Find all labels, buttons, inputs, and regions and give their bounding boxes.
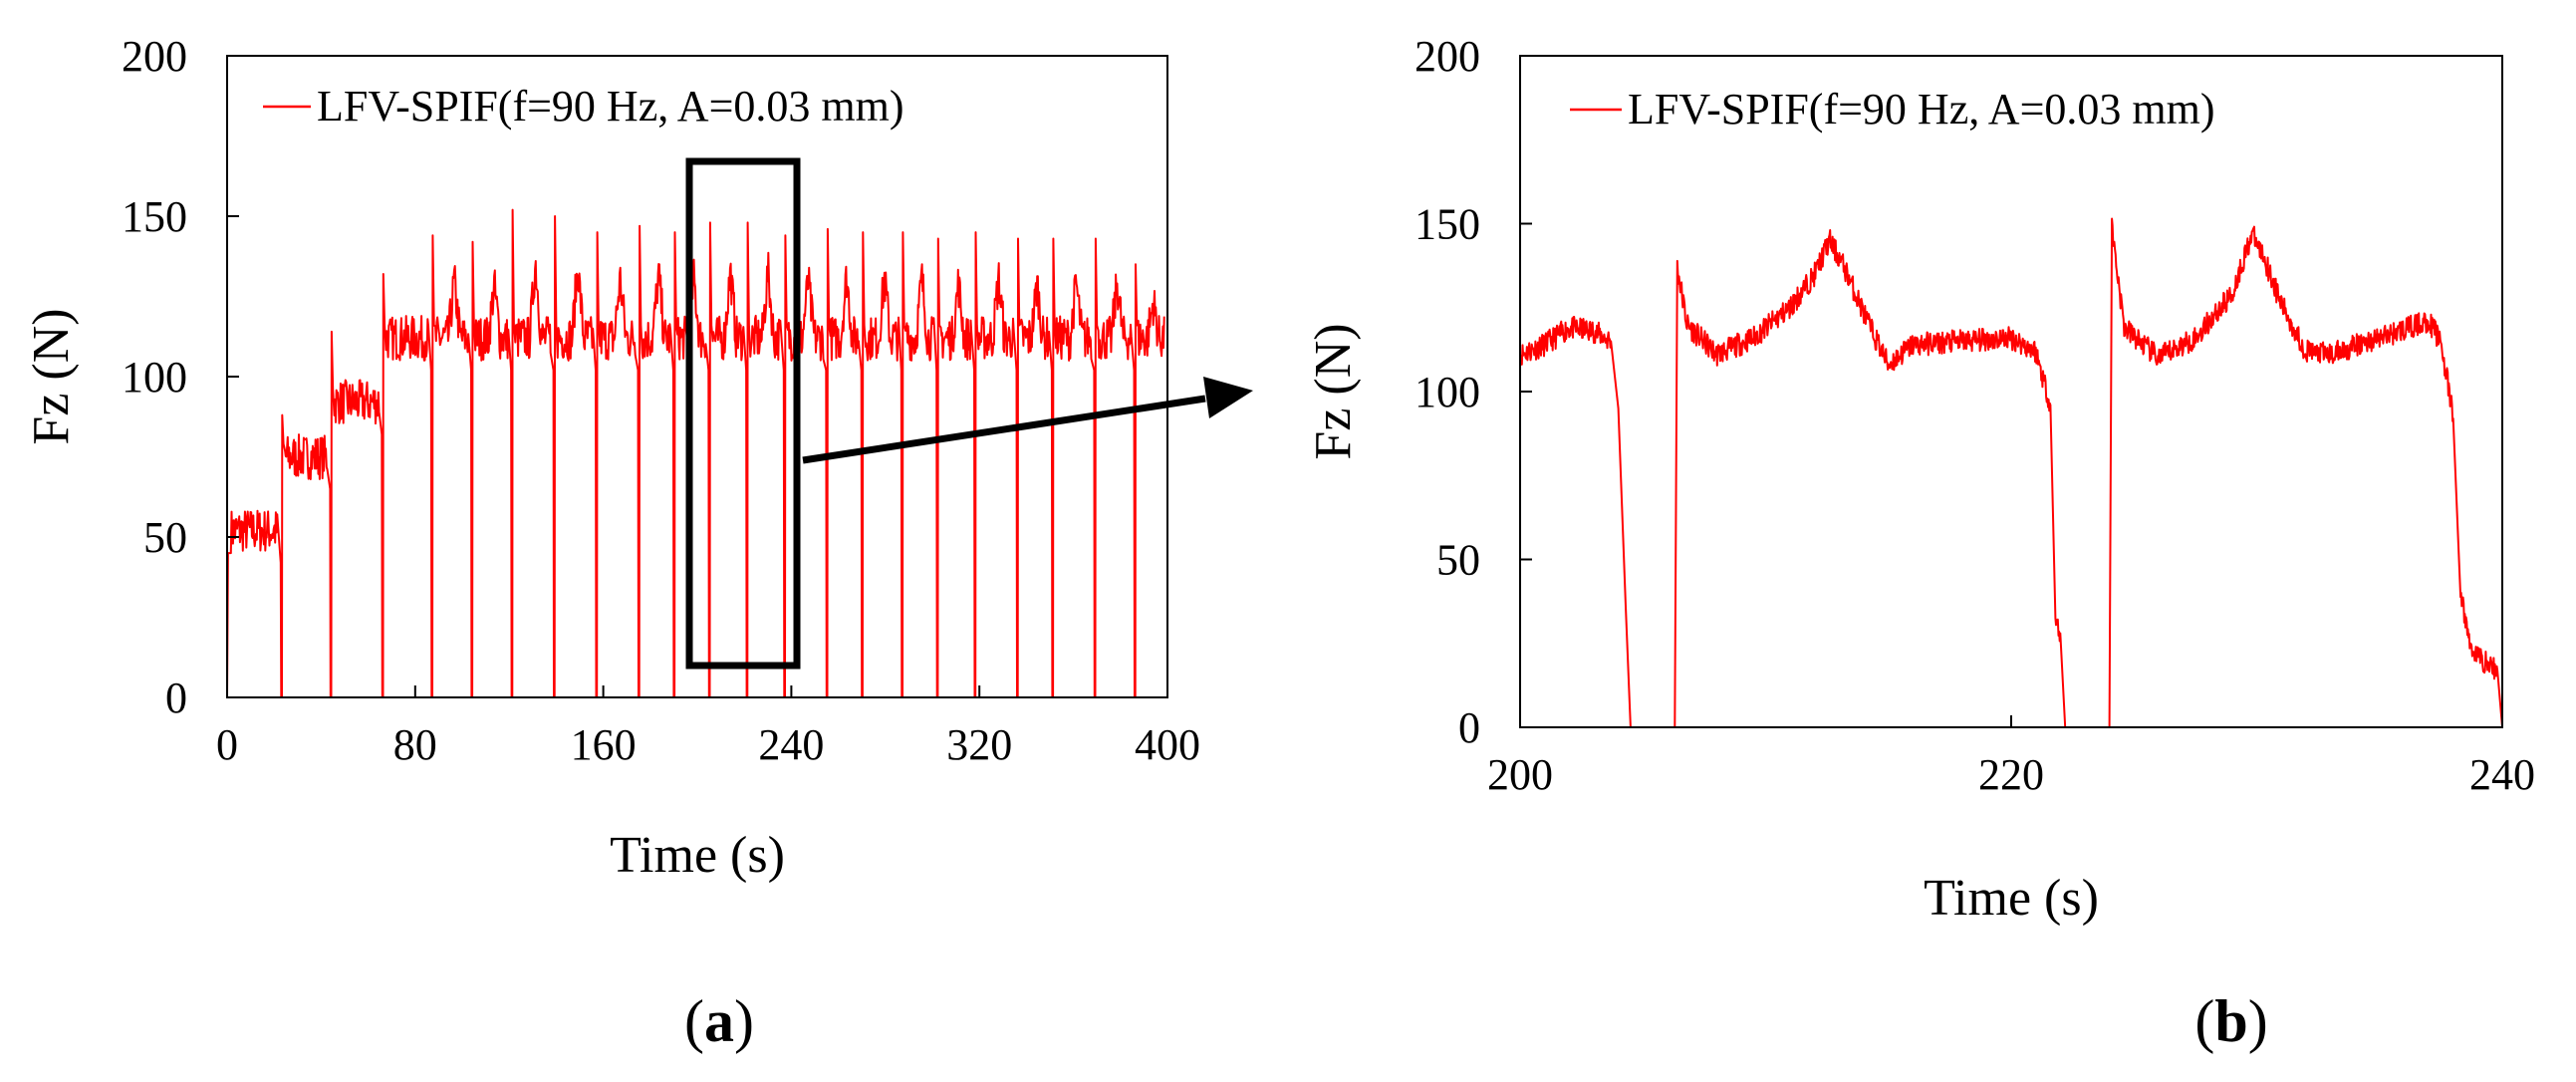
chart-a-xlabel: Time (s) (610, 827, 785, 884)
chart-a-data (226, 208, 1165, 698)
panel-label-a-letter: a (704, 988, 734, 1054)
chart-b-y-tick-label: 100 (1415, 368, 1480, 416)
chart-a-zoom-box (685, 157, 801, 670)
chart-a-x-tick-label: 80 (393, 720, 437, 769)
chart-a-x-tick-label: 240 (758, 720, 824, 769)
chart-a-y-tick-label: 50 (143, 513, 187, 562)
chart-a-x-tick-label: 400 (1135, 720, 1200, 769)
chart-b-data (1519, 217, 2503, 728)
chart-a-x-tick-label: 160 (571, 720, 637, 769)
zoom-arrow-head (1203, 377, 1253, 418)
chart-a-plot-frame (226, 55, 1168, 698)
svg-text:(a): (a) (684, 988, 754, 1054)
chart-b-ylabel: Fz (N) (1305, 323, 1362, 459)
panel-label-a: (a) (684, 988, 754, 1054)
chart-panel-b: 200 220 240 0 50 100 150 200 Time (s) Fz (N) LF… (1305, 32, 2535, 927)
chart-a-y-tick-label: 200 (122, 32, 187, 81)
panel-label-b-letter: b (2214, 988, 2247, 1054)
chart-b-x-tick-label: 220 (1978, 750, 2044, 799)
chart-b-y-tick-label: 0 (1458, 703, 1480, 752)
chart-a-y-tick-label: 150 (122, 192, 187, 241)
chart-b-y-tick-label: 150 (1415, 200, 1480, 249)
chart-b-series-line (1519, 217, 2503, 728)
panel-label-b: (b) (2194, 988, 2267, 1054)
chart-b-x-tick-label: 200 (1487, 750, 1553, 799)
zoom-arrow-shaft (802, 395, 1206, 464)
chart-b-y-tick-label: 200 (1415, 32, 1480, 81)
chart-a-x-tick-label: 0 (216, 720, 238, 769)
chart-a-y-tick-label: 0 (165, 674, 187, 722)
chart-a-ylabel: Fz (N) (23, 308, 80, 444)
chart-b-y-tick-label: 50 (1436, 536, 1480, 585)
chart-a-series-line (226, 208, 1165, 698)
chart-b-legend-label: LFV-SPIF(f=90 Hz, A=0.03 mm) (1628, 85, 2215, 134)
chart-b-x-tick-label: 240 (2469, 750, 2535, 799)
chart-panel-a: 0 80 160 240 320 400 0 50 100 150 200 Time (s) Fz … (23, 32, 1253, 884)
chart-b-plot-frame (1519, 55, 2503, 728)
chart-a-legend-label: LFV-SPIF(f=90 Hz, A=0.03 mm) (317, 82, 904, 131)
chart-a-x-tick-label: 320 (946, 720, 1012, 769)
chart-b-xlabel: Time (s) (1924, 870, 2099, 927)
svg-text:(b): (b) (2194, 988, 2267, 1054)
chart-a-y-tick-label: 100 (122, 353, 187, 402)
